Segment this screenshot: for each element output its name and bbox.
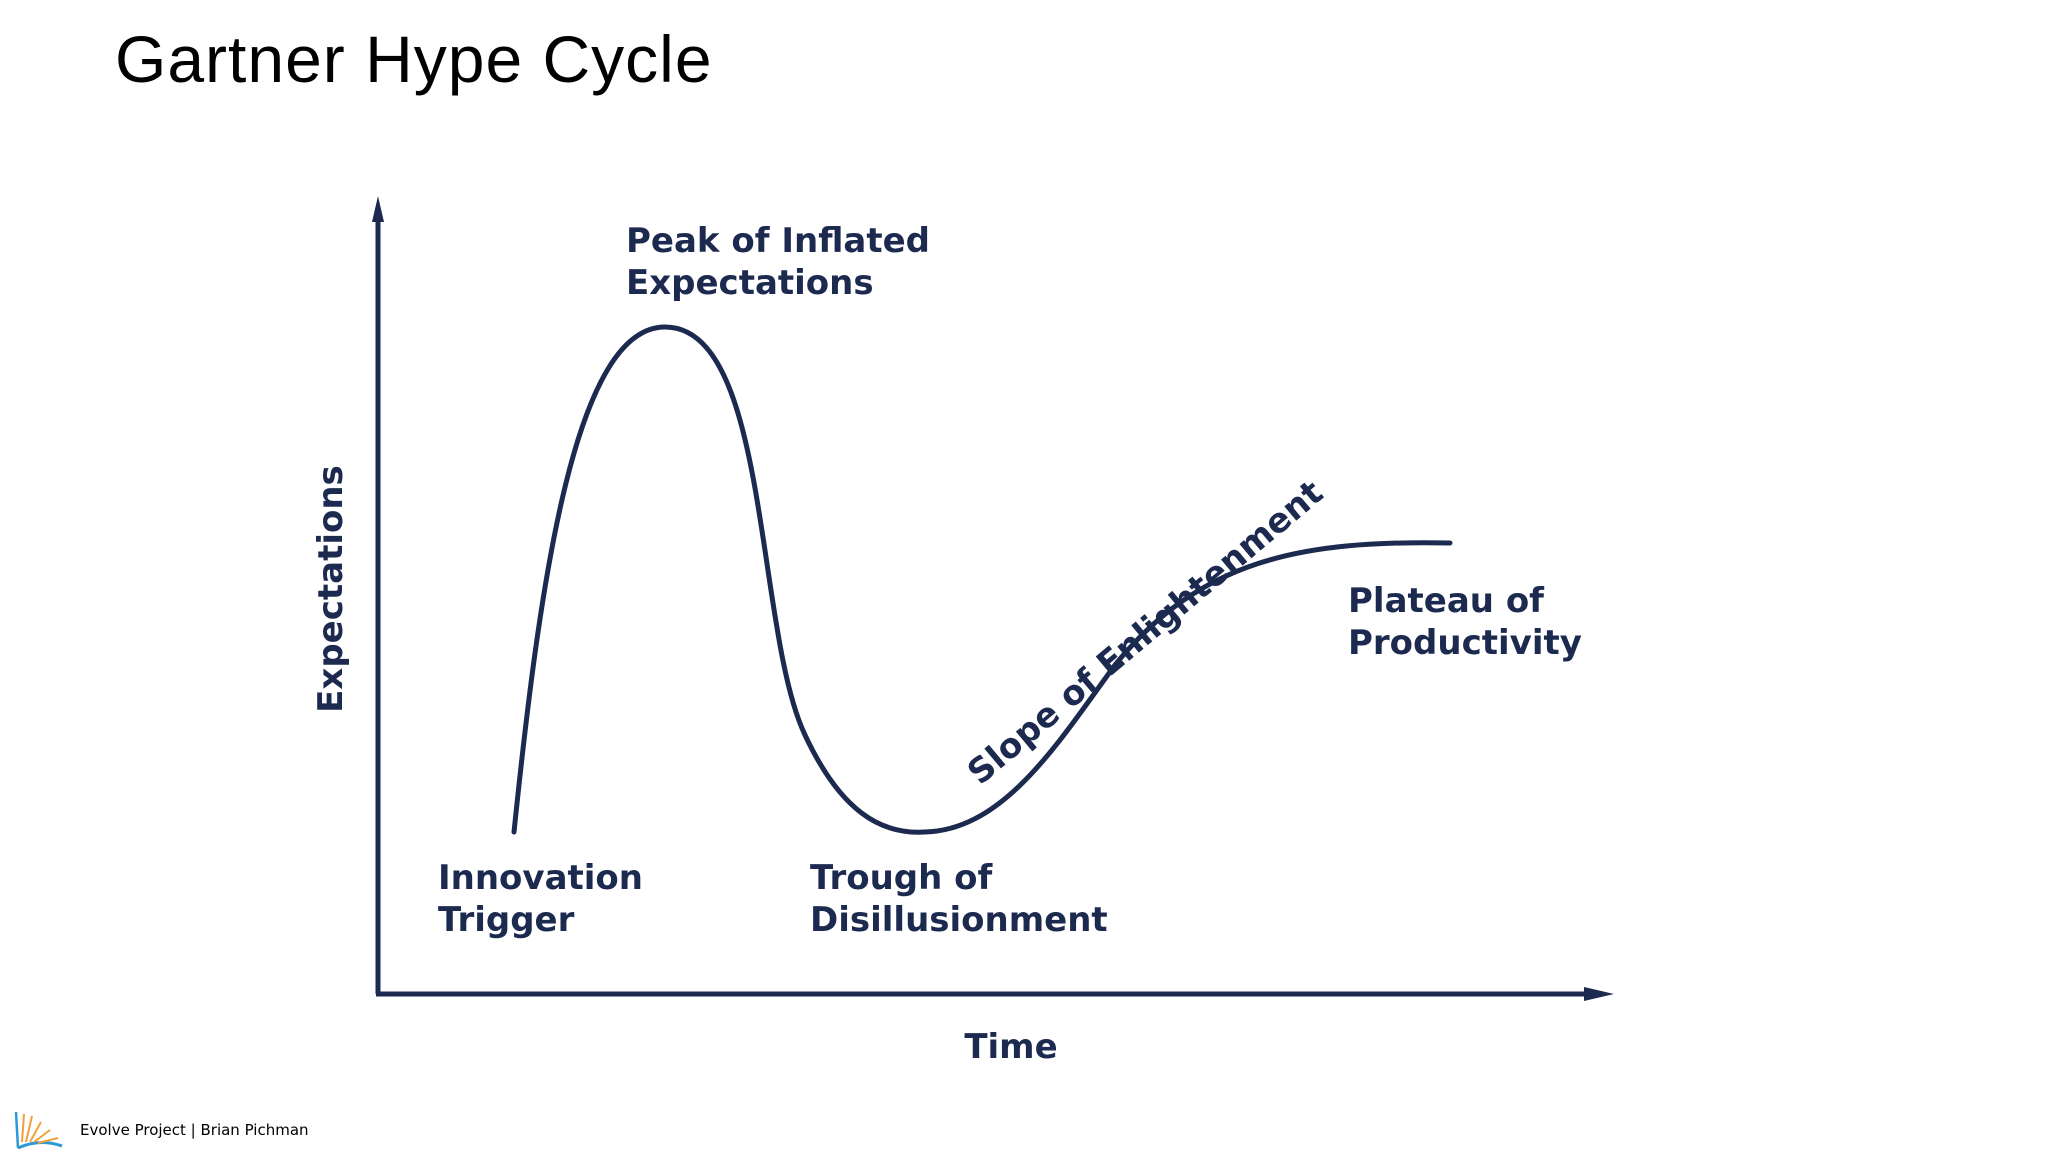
slope-label: Slope of Enlightenment <box>960 473 1331 793</box>
footer: Evolve Project | Brian Pichman <box>14 1108 309 1152</box>
peak-label: Peak of Inflated Expectations <box>626 221 942 303</box>
x-axis-label: Time <box>964 1027 1057 1067</box>
hype-curve <box>511 324 1453 835</box>
y-axis-arrow-icon <box>372 196 384 222</box>
innovation-trigger-label: Innovation Trigger <box>438 858 655 940</box>
y-axis-label: Expectations <box>311 465 351 713</box>
x-axis-arrow-icon <box>1584 987 1614 1001</box>
slide-title: Gartner Hype Cycle <box>115 22 713 96</box>
plateau-label: Plateau of Productivity <box>1348 581 1582 663</box>
footer-text: Evolve Project | Brian Pichman <box>80 1121 309 1139</box>
trough-label: Trough of Disillusionment <box>810 858 1108 940</box>
book-logo-icon <box>14 1111 63 1150</box>
